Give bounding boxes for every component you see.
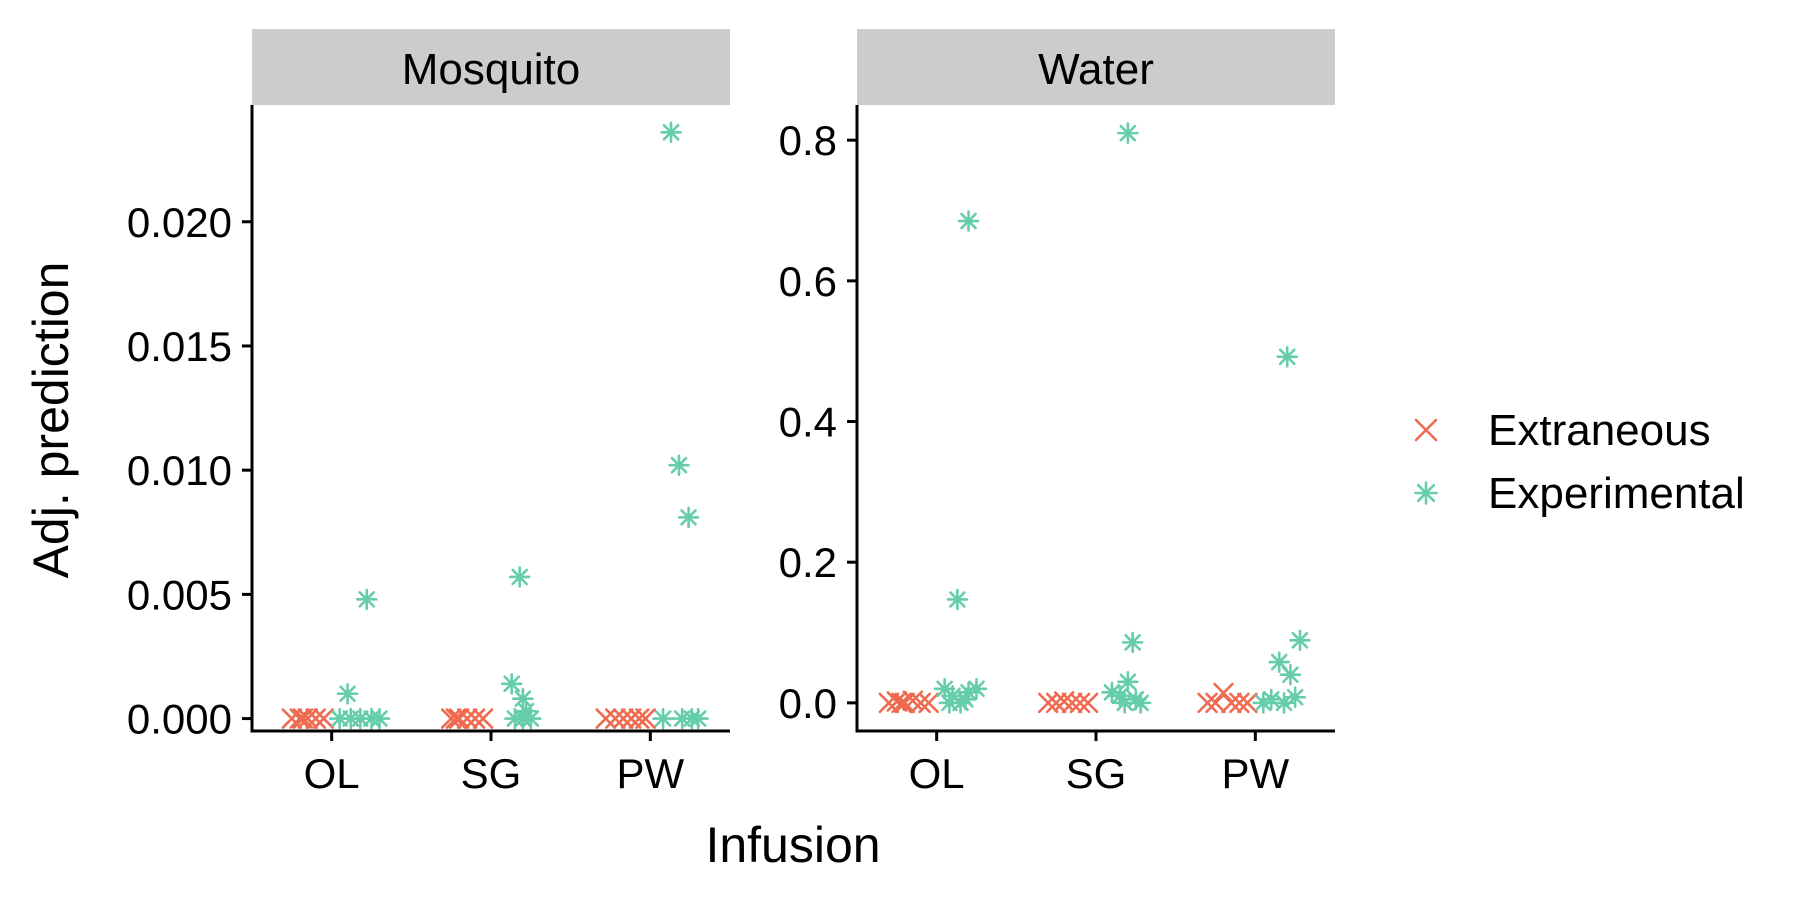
- data-point-experimental: [946, 588, 969, 611]
- y-tick-label: 0.010: [127, 447, 232, 494]
- axis-lines-mosquito: [250, 105, 730, 733]
- data-point-extraneous: [918, 692, 940, 714]
- data-point-experimental: [1276, 346, 1298, 368]
- data-point-experimental: [1284, 686, 1306, 708]
- x-ticks-mosquito: OL SG PW: [304, 731, 685, 797]
- data-point-experimental: [677, 506, 700, 529]
- x-tick-label: SG: [1066, 750, 1127, 797]
- y-tick-label: 0.0: [779, 680, 837, 727]
- data-point-experimental: [1129, 692, 1152, 714]
- y-tick-label: 0.000: [127, 696, 232, 743]
- points-water: [878, 122, 1311, 714]
- data-point-extraneous: [1077, 692, 1099, 714]
- strip-label-water: Water: [1038, 45, 1154, 94]
- data-point-extraneous: [445, 708, 467, 729]
- data-point-extraneous: [1237, 692, 1258, 714]
- strip-label-mosquito: Mosquito: [402, 45, 581, 94]
- data-point-experimental: [520, 707, 542, 730]
- x-tick-label: PW: [1222, 750, 1290, 797]
- data-point-experimental: [1121, 631, 1144, 654]
- data-point-extraneous: [289, 708, 311, 729]
- data-point-extraneous: [612, 708, 634, 729]
- data-point-experimental: [1117, 122, 1139, 144]
- data-point-extraneous: [1221, 692, 1242, 714]
- data-point-experimental: [500, 673, 523, 695]
- y-tick-label: 0.015: [127, 323, 232, 370]
- data-point-extraneous: [1045, 692, 1067, 714]
- panel-mosquito: Mosquito 0.000 0.005 0.010 0.015 0.020 OL SG P…: [127, 29, 730, 797]
- data-point-experimental: [1252, 692, 1275, 714]
- data-point-extraneous: [910, 692, 932, 714]
- data-point-extraneous: [1069, 692, 1091, 714]
- axis-lines-water: [855, 105, 1335, 733]
- data-point-experimental: [668, 454, 690, 476]
- y-tick-label: 0.8: [779, 117, 837, 164]
- data-point-extraneous: [891, 692, 912, 714]
- data-point-extraneous: [297, 708, 319, 729]
- data-point-experimental: [652, 707, 674, 730]
- data-point-experimental: [355, 588, 378, 611]
- data-point-experimental: [687, 707, 709, 730]
- data-point-extraneous: [635, 708, 656, 729]
- data-point-extraneous: [1229, 692, 1250, 714]
- x-ticks-water: OL SG PW: [909, 731, 1290, 797]
- data-point-experimental: [1289, 629, 1311, 652]
- legend: Extraneous Experimental: [1414, 406, 1745, 518]
- data-point-experimental: [336, 682, 359, 705]
- y-tick-label: 0.020: [127, 199, 232, 246]
- data-point-experimental: [1279, 663, 1302, 686]
- data-point-extraneous: [1197, 692, 1218, 714]
- y-axis-title: Adj. prediction: [23, 262, 79, 579]
- data-point-experimental: [512, 687, 534, 710]
- x-tick-label: SG: [461, 750, 522, 797]
- data-point-extraneous: [1053, 691, 1075, 712]
- y-ticks-mosquito: 0.000 0.005 0.010 0.015 0.020: [127, 199, 252, 743]
- data-point-experimental: [660, 121, 682, 144]
- legend-item-experimental: Experimental: [1414, 469, 1745, 518]
- x-tick-label: OL: [909, 750, 965, 797]
- y-tick-label: 0.2: [779, 539, 837, 586]
- data-point-extraneous: [595, 708, 617, 729]
- data-point-experimental: [938, 692, 961, 714]
- data-point-extraneous: [464, 708, 486, 729]
- data-point-extraneous: [1213, 682, 1234, 704]
- y-tick-label: 0.4: [779, 399, 837, 446]
- legend-label-extraneous: Extraneous: [1488, 406, 1711, 455]
- strip-mosquito-background: [252, 29, 730, 105]
- data-point-extraneous: [628, 708, 650, 729]
- x-axis-title: Infusion: [705, 817, 880, 873]
- legend-key-asterisk-icon: [1414, 481, 1438, 505]
- data-point-extraneous: [292, 708, 314, 729]
- data-point-extraneous: [620, 708, 642, 729]
- y-ticks-water: 0.0 0.2 0.4 0.6 0.8: [779, 117, 857, 727]
- data-point-extraneous: [886, 691, 908, 712]
- data-point-experimental: [368, 707, 391, 730]
- x-tick-label: OL: [304, 750, 360, 797]
- data-point-extraneous: [1061, 692, 1083, 714]
- legend-label-experimental: Experimental: [1488, 469, 1745, 518]
- data-point-extraneous: [604, 708, 626, 729]
- data-point-extraneous: [472, 708, 494, 729]
- strip-water-background: [857, 29, 1335, 105]
- panel-water: Water 0.0 0.2 0.4 0.6 0.8 OL SG PW: [779, 29, 1335, 797]
- data-point-extraneous: [1037, 692, 1059, 714]
- y-tick-label: 0.005: [127, 571, 232, 618]
- y-tick-label: 0.6: [779, 258, 837, 305]
- data-point-extraneous: [313, 708, 335, 729]
- points-mosquito: [281, 121, 709, 730]
- legend-key-x-icon: [1414, 418, 1438, 442]
- data-point-extraneous: [440, 708, 462, 729]
- data-point-extraneous: [894, 692, 916, 714]
- data-point-extraneous: [448, 708, 470, 729]
- data-point-experimental: [954, 688, 977, 711]
- data-point-experimental: [508, 566, 531, 588]
- legend-item-extraneous: Extraneous: [1414, 406, 1711, 455]
- data-point-experimental: [957, 210, 980, 232]
- data-point-extraneous: [1205, 692, 1226, 714]
- x-tick-label: PW: [617, 750, 685, 797]
